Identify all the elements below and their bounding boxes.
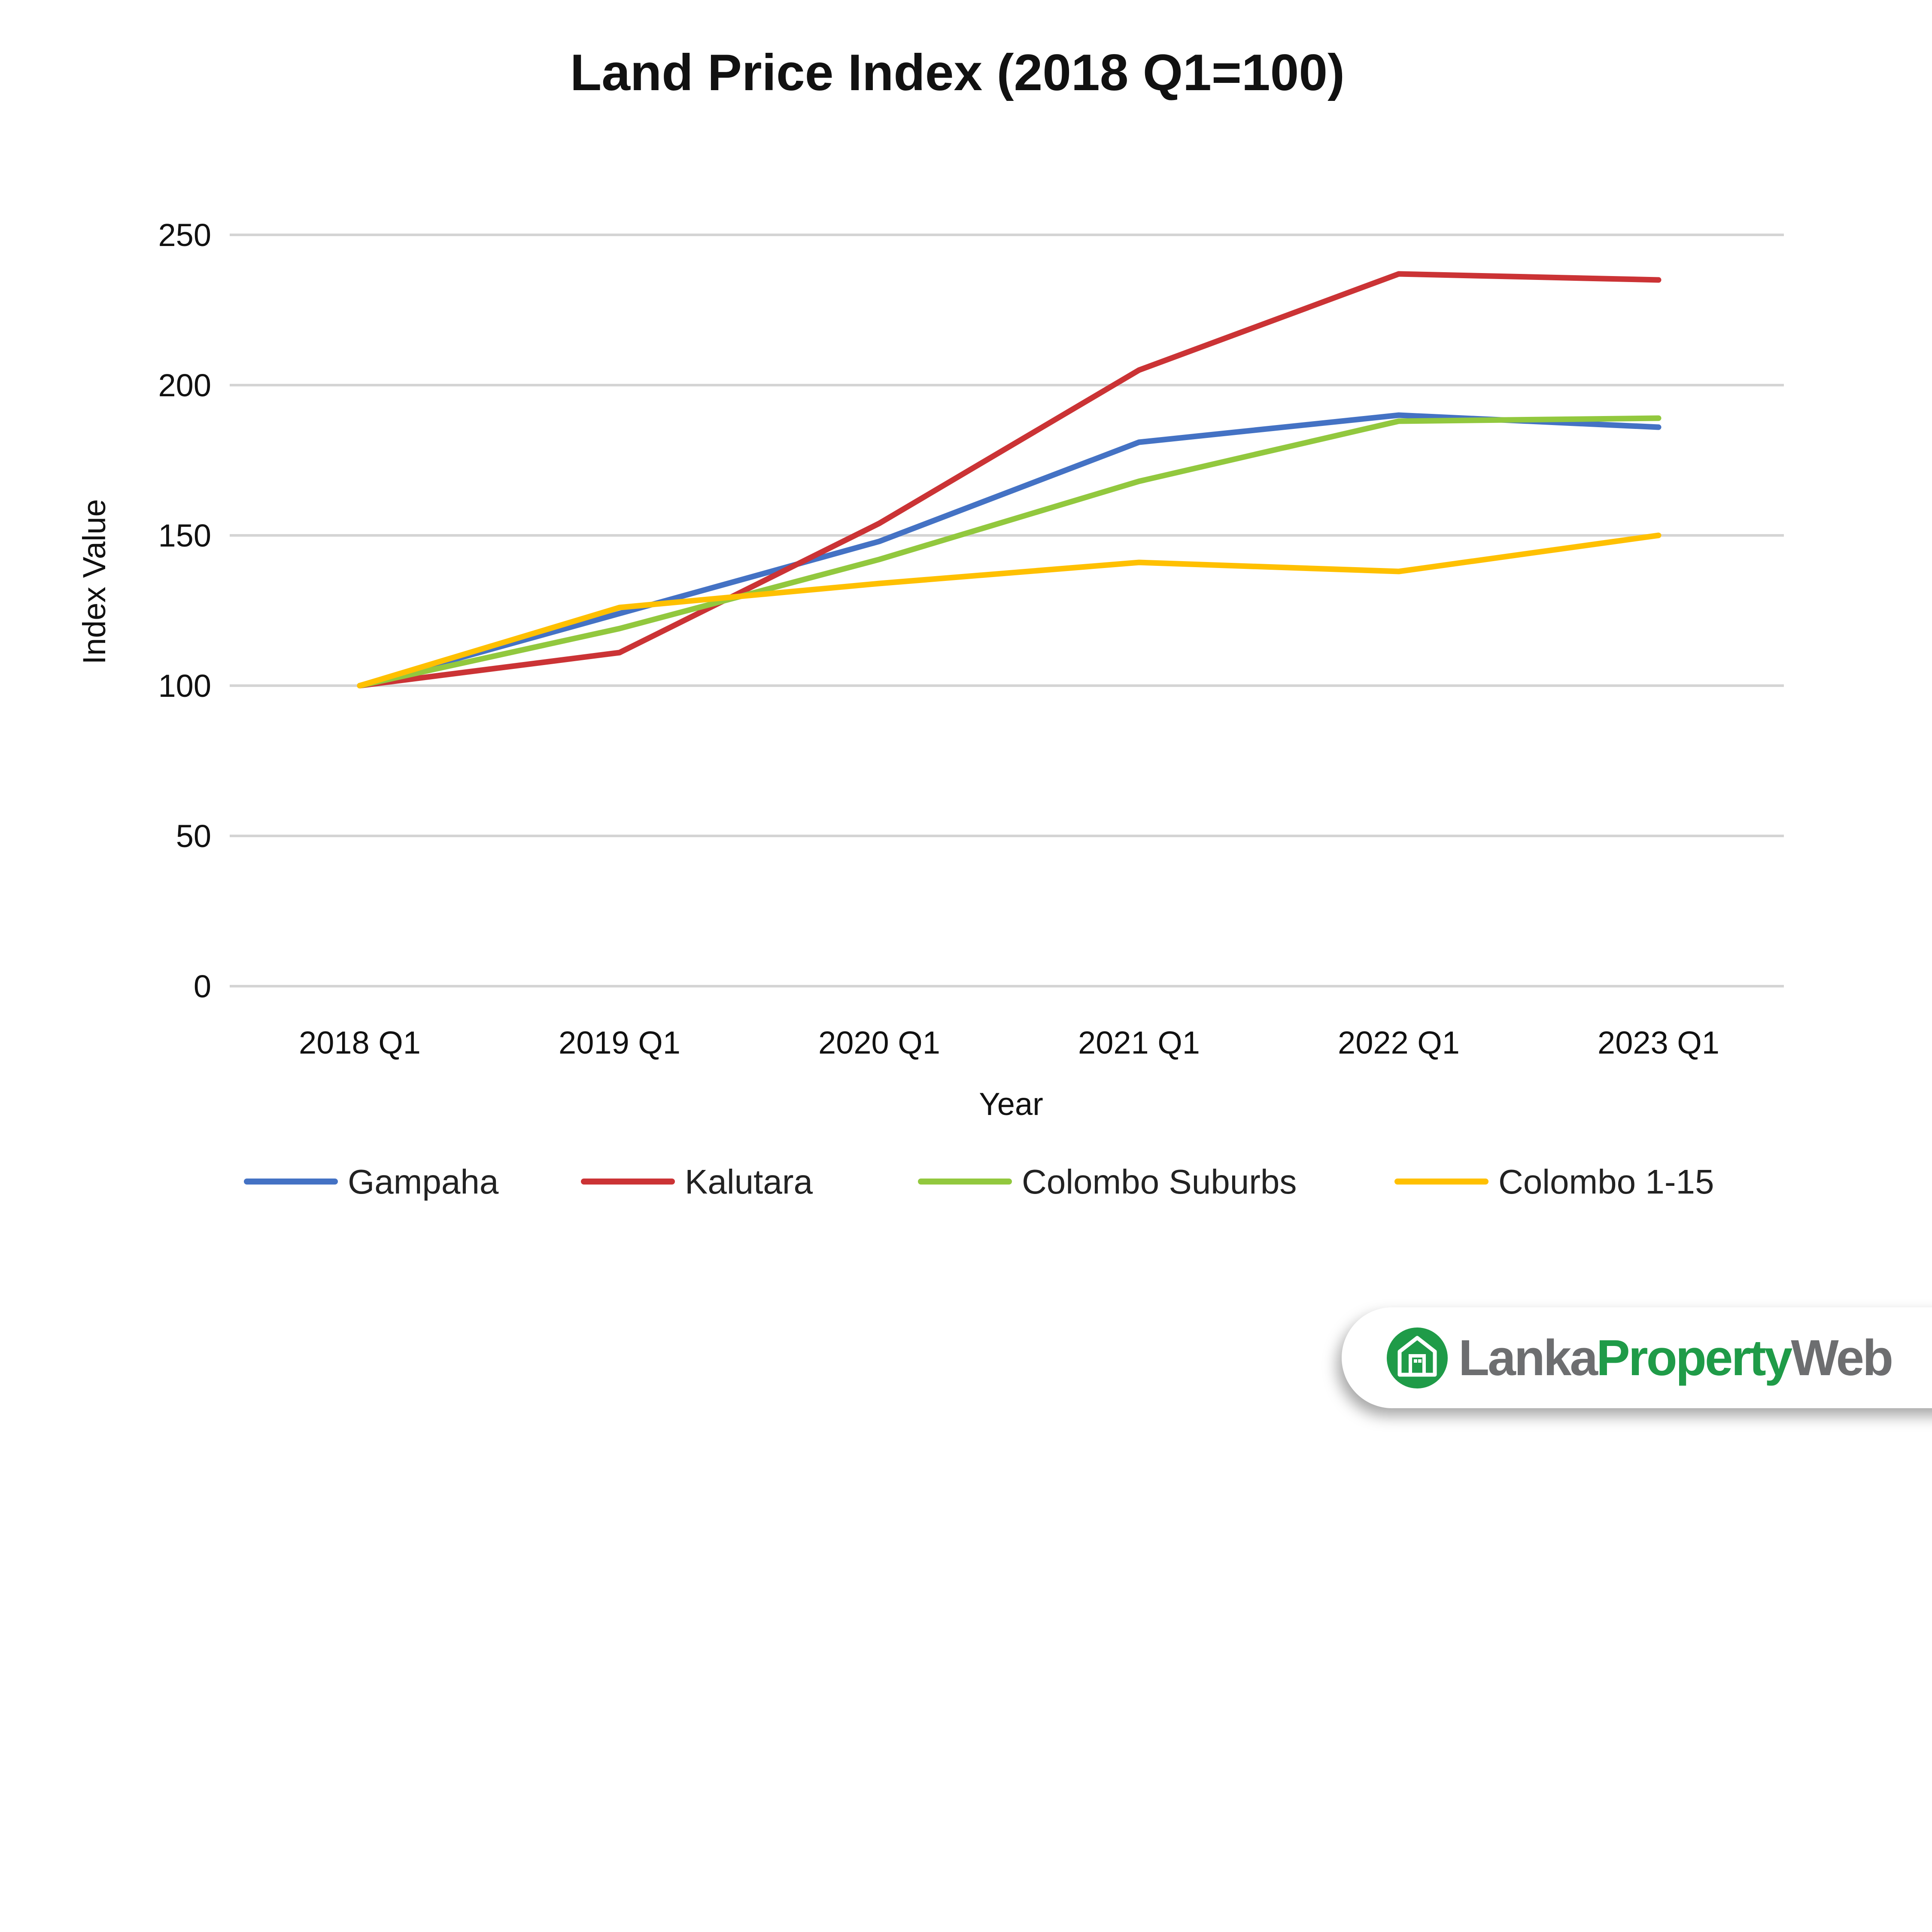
x-tick-label: 2020 Q1: [818, 1025, 940, 1060]
series-line-kalutara: [357, 271, 1662, 689]
legend-label: Colombo Suburbs: [1022, 1163, 1297, 1201]
y-axis-label: Index Value: [76, 499, 112, 664]
y-axis-ticks: 0 50 100 150 200 250: [158, 217, 211, 1004]
logo-text-lanka: Lanka: [1458, 1330, 1598, 1386]
x-axis-label: Year: [979, 1086, 1043, 1122]
y-tick-label: 100: [158, 668, 211, 704]
legend-label: Colombo 1-15: [1498, 1163, 1714, 1201]
series-line-gampaha: [357, 412, 1662, 689]
x-tick-label: 2021 Q1: [1078, 1025, 1200, 1060]
x-tick-label: 2022 Q1: [1338, 1025, 1460, 1060]
series-line-colombo-1-15: [357, 532, 1662, 689]
x-axis-ticks: 2018 Q1 2019 Q1 2020 Q1 2021 Q1 2022 Q1 2023 …: [299, 1025, 1719, 1060]
x-tick-label: 2019 Q1: [559, 1025, 680, 1060]
x-tick-label: 2018 Q1: [299, 1025, 421, 1060]
logo-wordmark: LankaPropertyWeb: [1458, 1324, 1893, 1392]
series-line-colombo-suburbs: [357, 415, 1662, 689]
house-icon: [1387, 1327, 1448, 1388]
lankapropertyweb-logo: LankaPropertyWeb: [1342, 1307, 1932, 1408]
y-tick-label: 0: [194, 969, 211, 1004]
logo-text-web: Web: [1791, 1330, 1893, 1386]
legend-label: Kalutara: [685, 1163, 813, 1201]
gridlines: [230, 234, 1784, 987]
x-tick-label: 2023 Q1: [1598, 1025, 1719, 1060]
legend: Gampaha Kalutara Colombo Suburbs Colombo 1-…: [244, 1163, 1714, 1201]
chart-title: Land Price Index (2018 Q1=100): [570, 44, 1345, 101]
series-lines: [357, 271, 1662, 689]
legend-label: Gampaha: [348, 1163, 499, 1201]
y-tick-label: 50: [176, 818, 211, 854]
y-tick-label: 250: [158, 217, 211, 253]
y-tick-label: 150: [158, 518, 211, 553]
y-tick-label: 200: [158, 368, 211, 403]
logo-text-property: Property: [1596, 1330, 1792, 1386]
